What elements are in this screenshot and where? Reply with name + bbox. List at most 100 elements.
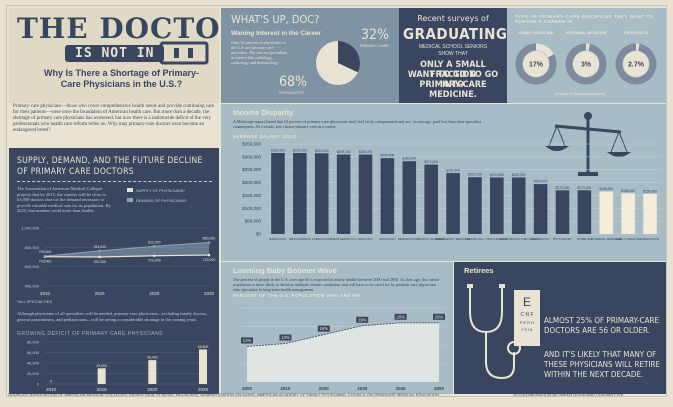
- data-label: 709,000: [39, 250, 52, 254]
- donut-center: [523, 51, 549, 77]
- salary-bar: [271, 153, 285, 234]
- legend-swatch-supply: [127, 188, 133, 192]
- intro-text: Primary-care physicians—those who cover …: [13, 104, 215, 133]
- data-point: [207, 241, 211, 244]
- y-tick-label: 60,000: [27, 350, 40, 355]
- whats-up-title: WHAT'S UP, DOC?: [231, 13, 320, 26]
- data-point: [98, 249, 101, 253]
- supply-demand-chart: 1,000,000 800,000 600,000 400,000 703,000 700…: [21, 226, 216, 297]
- supply-line: [44, 254, 210, 258]
- y-tick-label: $50,000: [245, 219, 262, 224]
- retirees-stat-2: AND IT'S LIKELY THAT MANY OF THESE PHYSI…: [544, 350, 661, 379]
- discipline-title: TYPE OF PRIMARY-CARE DISCIPLINE THEY WAN…: [515, 14, 654, 24]
- bar-label: $315,000: [271, 149, 285, 153]
- y-tick-label: $300,000: [242, 154, 261, 159]
- eye-chart-row-2: C N F: [520, 312, 533, 318]
- y-tick-label: 400,000: [25, 284, 40, 289]
- x-tick-label: CARDIOLOGY: [312, 237, 332, 241]
- x-tick-label: 2015: [95, 291, 106, 296]
- y-tick-label: $250,000: [242, 167, 261, 172]
- data-label: 763,000: [93, 245, 106, 249]
- salary-bar: [380, 158, 395, 234]
- supply-text-2: Although physicians of all specialties w…: [17, 311, 208, 322]
- surveys-seniors: MEDICAL SCHOOL SENIORS: [418, 44, 488, 50]
- data-label: 20%: [396, 314, 405, 319]
- legend-supply-label: SUPPLY OF PHYSICIANS*: [136, 188, 185, 193]
- salary-bar: [577, 190, 592, 234]
- boomer-chart: 12% 2000 13% 2010 16% 2020 19% 2030 20% 2040 20% 20…: [241, 307, 445, 391]
- bar-label: $295,000: [381, 154, 395, 158]
- x-tick-label: PEDIATRICS: [641, 237, 659, 241]
- deficit-bar: [148, 360, 157, 384]
- bar-label: 29,800: [96, 364, 107, 368]
- surveys-panel: Recent surveys of GRADUATING MEDICAL SCH…: [399, 8, 507, 103]
- data-label: 850,000: [203, 237, 216, 241]
- eye-chart-icon: E C N F P E R D F E I N: [514, 290, 540, 346]
- donut-percent: 2.7%: [628, 62, 645, 69]
- salary-bar: [555, 190, 570, 234]
- data-label: 720,000: [203, 258, 216, 262]
- donut-value-arc: [535, 43, 554, 58]
- x-tick-label: 2010: [280, 386, 291, 391]
- discipline-donuts: 17% 3% 2.7%: [515, 43, 657, 85]
- salary-bar: [314, 153, 329, 234]
- subtitle: Why Is There a Shortage of Primary-Care …: [43, 68, 200, 89]
- x-tick-label: ANESTHESIOLOGY: [330, 237, 358, 241]
- bar-label: $170,000: [556, 186, 570, 190]
- data-point: [153, 244, 156, 248]
- y-tick-label: $100,000: [242, 206, 261, 211]
- data-point: [98, 255, 101, 259]
- data-label: 713,000: [148, 259, 161, 263]
- x-tick-label: 2000: [242, 386, 253, 391]
- sources-footer: SOURCES: ASSOCIATION OF AMERICAN MEDICAL…: [8, 392, 440, 397]
- footnote: *ALL SPECIALTIES: [17, 299, 53, 304]
- donut-center: [623, 51, 649, 77]
- deficit-chart: 80,000 60,000 40,000 20,000 0 0 2010 29,800 2015…: [27, 340, 209, 392]
- boomer-subtitle: PERCENT OF THE U.S. POPULATION WHO ARE 6…: [233, 293, 362, 298]
- retirees-stat-1: ALMOST 25% OF PRIMARY-CARE DOCTORS ARE 5…: [544, 316, 660, 335]
- salary-bar: [533, 184, 548, 234]
- surveys-graduating: GRADUATING: [403, 25, 508, 43]
- discipline-panel: TYPE OF PRIMARY-CARE DISCIPLINE THEY WAN…: [507, 8, 666, 103]
- y-tick-label: 800,000: [25, 245, 40, 250]
- header-panel: THE DOCTOR IS NOT IN Why Is There a Shor…: [9, 8, 244, 103]
- donut-center: [573, 51, 599, 77]
- bar-label: $170,000: [578, 186, 592, 190]
- bar-label: $283,000: [402, 157, 416, 161]
- x-tick-label: CRITICAL CARE: [485, 237, 508, 241]
- y-tick-label: 20,000: [27, 371, 40, 376]
- legend-supply: SUPPLY OF PHYSICIANS*: [127, 188, 185, 193]
- value-badge: [317, 325, 330, 332]
- income-text: A Medscape report found that 54 percent …: [233, 119, 481, 129]
- waning-title: Waning Interest in the Career: [231, 30, 322, 37]
- boomer-text: The percent of people in the U.S. over a…: [233, 277, 440, 292]
- x-tick-label: 2010: [46, 387, 57, 392]
- y-tick-label: 0: [37, 382, 40, 387]
- deficit-bar: [199, 349, 207, 384]
- credit-footer: A COLLABORATION BETWEEN GOOD AND COLUMN …: [514, 392, 624, 397]
- waning-text: Only 32 percent of physicians in the U.S…: [231, 40, 287, 65]
- x-tick-label: DIABETES: [577, 237, 592, 241]
- donut-percent: 3%: [581, 62, 592, 69]
- x-tick-label: FAMILY MEDICINE: [615, 237, 641, 241]
- infographic: THE DOCTOR IS NOT IN Why Is There a Shor…: [6, 5, 667, 397]
- x-tick-label: ORTHOPEDICS: [289, 237, 311, 241]
- bar-label: 65,800: [198, 345, 209, 349]
- supply-title: SUPPLY, DEMAND, AND THE FUTURE DECLINE O…: [17, 156, 203, 177]
- pie-primary-care: [338, 41, 360, 73]
- bar-label: $237,000: [446, 169, 460, 173]
- retirees-panel: Retirees E C N F P E R D F E I N ALMOST …: [454, 262, 666, 394]
- value-badge: [279, 334, 292, 341]
- eye-chart-row-1: E: [523, 295, 531, 309]
- x-tick-label: NEUROLOGY: [465, 237, 484, 241]
- x-tick-label: 2025: [198, 387, 209, 392]
- demand-area: [45, 242, 209, 257]
- x-tick-label: 2025: [204, 291, 215, 296]
- data-label: 700,000: [93, 260, 106, 264]
- data-label: 16%: [320, 326, 329, 331]
- bar-label: $309,000: [359, 150, 373, 154]
- salary-bar: [402, 161, 417, 234]
- x-tick-label: PSYCHIATRY: [553, 237, 572, 241]
- bar-label: $194,000: [534, 180, 548, 184]
- surveys-fraction: ONLY A SMALL FRACTION: [420, 60, 486, 80]
